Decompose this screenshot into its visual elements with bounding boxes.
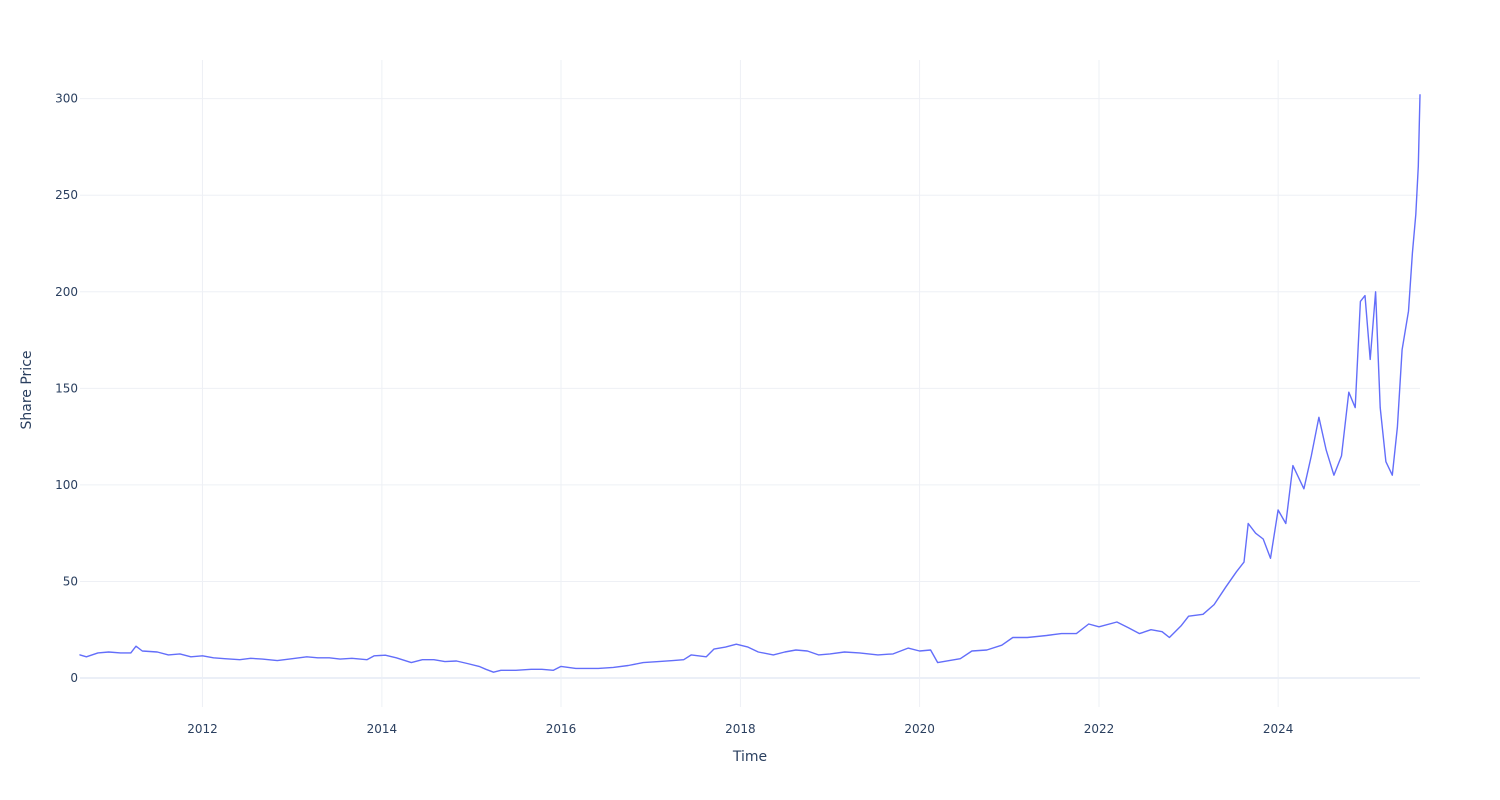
y-axis-title: Share Price (19, 350, 35, 429)
y-tick-label: 50 (63, 574, 78, 588)
x-tick-label: 2016 (546, 722, 577, 736)
x-axis-title: Time (732, 749, 767, 765)
share-price-line (79, 94, 1421, 673)
x-tick-label: 2018 (725, 722, 756, 736)
x-tick-label: 2024 (1263, 722, 1294, 736)
y-tick-label: 150 (55, 381, 78, 395)
tick-labels: 2012 2014 2016 2018 2020 2022 2024 0 50 100 150 200… (55, 92, 1293, 736)
x-tick-label: 2012 (187, 722, 218, 736)
y-tick-label: 250 (55, 188, 78, 202)
series-layer (79, 94, 1421, 673)
y-tick-label: 100 (55, 478, 78, 492)
grid (80, 60, 1420, 707)
x-tick-label: 2022 (1084, 722, 1115, 736)
y-tick-label: 200 (55, 285, 78, 299)
y-tick-label: 0 (70, 671, 78, 685)
y-tick-label: 300 (55, 92, 78, 106)
x-tick-label: 2014 (367, 722, 398, 736)
x-tick-label: 2020 (904, 722, 935, 736)
